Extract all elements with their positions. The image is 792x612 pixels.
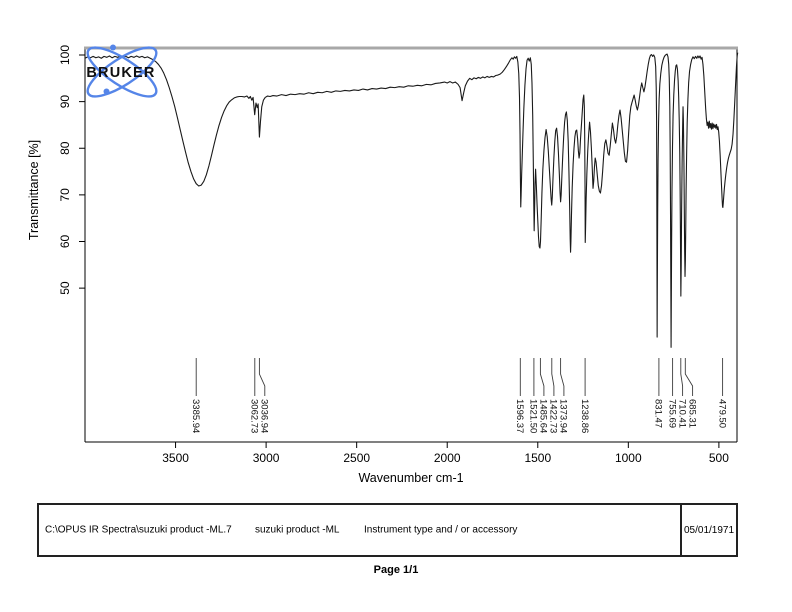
x-tick-label: 2000 [434, 451, 461, 465]
peak-leader-line [680, 358, 684, 396]
peak-leader-line [539, 358, 545, 396]
bruker-logo: BRUKER [86, 44, 158, 98]
peak-wavenumber-label: 3036.94 [259, 399, 270, 433]
x-tick-label: 1000 [615, 451, 642, 465]
x-tick-label: 3500 [162, 451, 189, 465]
x-tick-label: 500 [709, 451, 729, 465]
peak-wavenumber-label: 710.41 [676, 399, 687, 428]
footer-table: C:\OPUS IR Spectra\suzuki product -ML.7 … [37, 503, 738, 557]
peak-wavenumber-label: 685.31 [686, 399, 697, 428]
y-tick-label: 50 [58, 281, 72, 295]
plot-axes: 100 90 80 70 60 50 3500 3000 2500 2000 1500 1000 500 [58, 45, 738, 465]
x-tick-label: 2500 [343, 451, 370, 465]
peak-leader-line [551, 358, 555, 396]
bruker-logo-text: BRUKER [86, 65, 155, 81]
logo-orbit-icon [86, 46, 158, 98]
footer-date-cell: 05/01/1971 [680, 505, 736, 555]
peak-wavenumber-label: 831.47 [653, 399, 664, 428]
peak-leader-line [560, 358, 565, 396]
footer-date: 05/01/1971 [684, 524, 735, 536]
y-tick-label: 100 [58, 45, 72, 65]
peak-wavenumber-label: 1373.94 [558, 399, 569, 433]
y-tick-label: 80 [58, 141, 72, 155]
y-axis-title: Transmittance [%] [27, 140, 41, 240]
logo-electron-dot-icon [103, 88, 110, 95]
footer-file-path: C:\OPUS IR Spectra\suzuki product -ML.7 [45, 524, 232, 536]
peak-wavenumber-label: 3062.73 [249, 399, 260, 433]
peak-wavenumber-label: 1422.73 [548, 399, 559, 433]
logo-electron-dot-icon [110, 44, 116, 51]
spectrum-trace [84, 52, 739, 348]
peak-leader-line [684, 358, 694, 396]
footer-main-cell: C:\OPUS IR Spectra\suzuki product -ML.7 … [39, 505, 680, 555]
peak-wavenumber-label: 1521.50 [528, 399, 539, 433]
peak-wavenumber-label: 1596.37 [514, 399, 525, 433]
peak-annotations: 3385.94 3062.73 3036.94 1596.37 1521.50 1485.… [190, 358, 727, 433]
footer-sample-name: suzuki product -ML [255, 524, 340, 536]
peak-wavenumber-label: 1238.86 [579, 399, 590, 433]
spectrum-curve [84, 52, 739, 348]
peak-wavenumber-label: 479.50 [716, 399, 727, 428]
x-tick-label: 3000 [253, 451, 280, 465]
peak-wavenumber-label: 1485.64 [538, 399, 549, 433]
y-tick-label: 70 [58, 188, 72, 202]
ir-spectrum-chart: 100 90 80 70 60 50 3500 3000 2500 2000 1500 1000 500… [27, 44, 739, 485]
y-tick-label: 60 [58, 235, 72, 249]
peak-leader-line [258, 358, 266, 396]
x-axis-title: Wavenumber cm-1 [358, 471, 463, 485]
logo-orbit-icon [86, 46, 158, 98]
peak-wavenumber-label: 3385.94 [190, 399, 201, 433]
x-tick-label: 1500 [524, 451, 551, 465]
footer-instrument-label: Instrument type and / or accessory [364, 524, 518, 536]
page-number: Page 1/1 [373, 564, 419, 576]
y-tick-label: 90 [58, 95, 72, 109]
peak-wavenumber-label: 755.69 [666, 399, 677, 428]
